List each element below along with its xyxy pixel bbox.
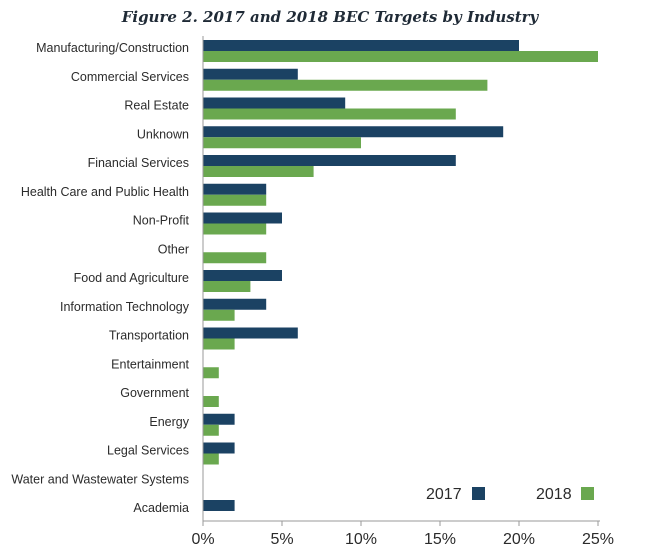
legend: 2017 2018 xyxy=(426,486,594,503)
category-label: Financial Services xyxy=(88,156,189,170)
category-label: Non-Profit xyxy=(133,214,190,228)
bar-2018 xyxy=(203,281,251,292)
bar-2017 xyxy=(203,500,235,511)
bars-layer xyxy=(203,40,598,511)
bar-2018 xyxy=(203,338,235,350)
x-tick-label: 0% xyxy=(191,531,214,548)
legend-swatch-2017 xyxy=(472,487,485,500)
bar-2017 xyxy=(203,126,504,138)
bar-2017 xyxy=(203,183,267,195)
x-tick-label: 10% xyxy=(345,531,377,548)
bar-2018 xyxy=(203,79,488,91)
bar-2018 xyxy=(203,137,361,149)
bar-2018 xyxy=(203,223,267,235)
category-label: Energy xyxy=(149,415,189,429)
category-label: Government xyxy=(120,386,189,400)
bar-2017 xyxy=(203,97,346,109)
bar-2017 xyxy=(203,155,456,166)
category-label: Academia xyxy=(133,501,189,515)
bar-2018 xyxy=(203,396,219,407)
chart-title: Figure 2. 2017 and 2018 BEC Targets by I… xyxy=(121,8,539,26)
category-label: Manufacturing/Construction xyxy=(36,41,189,55)
bar-2018 xyxy=(203,367,219,379)
bar-2017 xyxy=(203,68,298,80)
bar-2018 xyxy=(203,424,219,436)
legend-label-2017: 2017 xyxy=(426,486,462,503)
category-label: Information Technology xyxy=(60,300,190,314)
category-label: Unknown xyxy=(137,127,189,141)
legend-swatch-2018 xyxy=(581,487,594,500)
category-label: Transportation xyxy=(109,329,189,343)
legend-label-2018: 2018 xyxy=(536,486,572,503)
x-tick-label: 5% xyxy=(270,531,293,548)
bar-2018 xyxy=(203,194,267,206)
bar-2018 xyxy=(203,252,267,264)
category-label: Entertainment xyxy=(111,357,189,371)
category-labels: Manufacturing/Construction Commercial Ser… xyxy=(11,41,189,515)
category-label: Health Care and Public Health xyxy=(21,185,189,199)
bar-2017 xyxy=(203,40,519,51)
bar-2017 xyxy=(203,413,235,425)
category-label: Commercial Services xyxy=(71,70,189,84)
bar-2017 xyxy=(203,298,267,310)
category-label: Other xyxy=(158,242,189,256)
bar-2017 xyxy=(203,212,282,224)
bar-2018 xyxy=(203,453,219,465)
bar-2018 xyxy=(203,166,314,177)
x-axis: 0% 5% 10% 15% 20% 25% xyxy=(191,36,614,548)
x-tick-label: 15% xyxy=(424,531,456,548)
category-label: Real Estate xyxy=(124,99,189,113)
category-label: Food and Agriculture xyxy=(74,271,189,285)
bar-2017 xyxy=(203,442,235,454)
x-tick-label: 20% xyxy=(503,531,535,548)
category-label: Water and Wastewater Systems xyxy=(11,472,189,486)
bar-2018 xyxy=(203,108,456,120)
bar-2018 xyxy=(203,309,235,321)
bar-2017 xyxy=(203,270,282,281)
category-label: Legal Services xyxy=(107,444,189,458)
bar-2017 xyxy=(203,327,298,339)
bar-2018 xyxy=(203,51,598,62)
x-tick-label: 25% xyxy=(582,531,614,548)
